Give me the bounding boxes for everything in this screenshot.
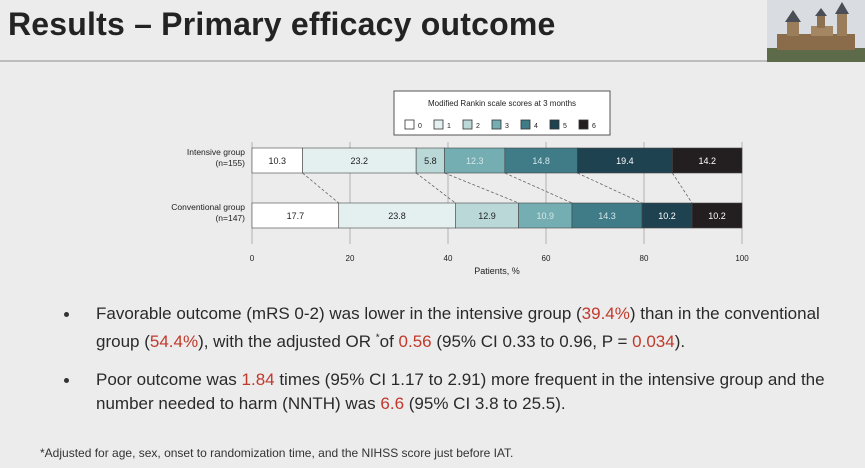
connector-line	[504, 172, 573, 204]
bullet-item: Poor outcome was 1.84 times (95% CI 1.17…	[60, 368, 860, 416]
legend-swatch	[549, 119, 560, 130]
category-label: Intensive group	[187, 147, 245, 157]
category-label: Conventional group	[171, 202, 245, 212]
bar-data-label: 10.2	[708, 211, 726, 221]
bar-data-label: 5.8	[424, 156, 437, 166]
highlighted-value: 54.4%	[149, 331, 199, 351]
bullet-text-segment: of	[379, 331, 399, 351]
bullet-text-segment: times (95% CI 1.17 to 2.91) more frequen…	[96, 369, 825, 413]
legend-swatch	[578, 119, 589, 130]
highlighted-value: 0.56	[398, 331, 432, 351]
connector-line	[672, 172, 693, 204]
legend-label: 5	[563, 123, 567, 130]
bar-data-label: 23.8	[388, 211, 406, 221]
title-divider	[0, 60, 865, 62]
bullet-dot-icon	[64, 312, 69, 317]
category-label: (n=155)	[215, 158, 245, 168]
bar-data-label: 14.2	[698, 156, 716, 166]
bar-data-label: 17.7	[287, 211, 305, 221]
legend-label: 3	[505, 123, 509, 130]
x-tick-label: 60	[542, 254, 551, 263]
connector-line	[302, 172, 339, 204]
bar-segment	[577, 147, 673, 174]
bar-segment	[338, 202, 456, 229]
bar-data-label: 14.8	[532, 156, 550, 166]
castle-logo-icon	[767, 0, 865, 62]
bar-data-label: 10.9	[536, 211, 554, 221]
legend-swatch	[404, 119, 415, 130]
footnote: *Adjusted for age, sex, onset to randomi…	[40, 446, 514, 460]
bullet-text-segment: ).	[674, 331, 686, 351]
bullet-dot-icon	[64, 377, 69, 383]
bar-segment	[251, 202, 340, 229]
legend-label: 4	[534, 123, 538, 130]
bullet-text-segment: *	[375, 332, 380, 343]
bar-data-label: 10.3	[268, 156, 286, 166]
bar-data-label: 12.9	[478, 211, 496, 221]
connector-line	[444, 172, 519, 204]
bullet-text: Poor outcome was 1.84 times (95% CI 1.17…	[96, 370, 825, 413]
x-tick-label: 20	[346, 254, 355, 263]
bullet-text: Favorable outcome (mRS 0-2) was lower in…	[96, 304, 820, 351]
bar-segment	[302, 147, 417, 174]
stacked-bar-chart: Modified Rankin scale scores at 3 months…	[171, 90, 749, 276]
bar-segment	[672, 147, 743, 174]
category-label: (n=147)	[215, 213, 245, 223]
bullet-text-segment: ), with the adjusted OR	[198, 331, 376, 351]
legend-label: 1	[447, 123, 451, 130]
legend-swatch	[491, 119, 502, 130]
legend-label: 0	[418, 123, 422, 130]
legend-label: 2	[476, 123, 480, 130]
bar-data-label: 19.4	[616, 156, 634, 166]
connector-line	[415, 172, 456, 204]
connector-line	[577, 172, 643, 204]
bar-segment	[455, 202, 519, 229]
bullet-text-segment: (95% CI 0.33 to 0.96, P =	[431, 331, 633, 351]
legend-label: 6	[592, 123, 596, 130]
bar-data-label: 14.3	[598, 211, 616, 221]
bar-data-label: 10.2	[658, 211, 676, 221]
chart-legend: Modified Rankin scale scores at 3 months…	[393, 90, 611, 136]
legend-swatch	[462, 119, 473, 130]
x-tick-label: 100	[735, 254, 749, 263]
x-tick-label: 40	[444, 254, 453, 263]
bullet-item: Favorable outcome (mRS 0-2) was lower in…	[60, 302, 860, 354]
bar-segment	[251, 147, 303, 174]
bar-segment	[504, 147, 578, 174]
slide-title: Results – Primary efficacy outcome	[8, 6, 556, 42]
bar-data-label: 12.3	[466, 156, 484, 166]
legend-swatch	[520, 119, 531, 130]
bullet-text-segment: (95% CI 3.8 to 25.5).	[404, 393, 566, 413]
x-axis-label: Patients, %	[474, 266, 520, 276]
highlighted-value: 1.84	[241, 369, 275, 389]
bullet-list: Favorable outcome (mRS 0-2) was lower in…	[60, 302, 860, 430]
highlighted-value: 6.6	[380, 393, 405, 413]
bullet-text-segment: Favorable outcome (mRS 0-2) was lower in…	[96, 304, 582, 323]
highlighted-value: 39.4%	[581, 304, 630, 323]
legend-swatch	[433, 119, 444, 130]
bullet-text-segment: ) than in the conventional group (	[96, 304, 820, 351]
bullet-text-segment: Poor outcome was	[96, 369, 242, 389]
chart-title: Modified Rankin scale scores at 3 months	[428, 99, 576, 108]
bar-data-label: 23.2	[351, 156, 369, 166]
bar-segment	[691, 202, 743, 229]
x-tick-label: 0	[250, 254, 255, 263]
highlighted-value: 0.034	[632, 331, 675, 351]
x-tick-label: 80	[640, 254, 649, 263]
